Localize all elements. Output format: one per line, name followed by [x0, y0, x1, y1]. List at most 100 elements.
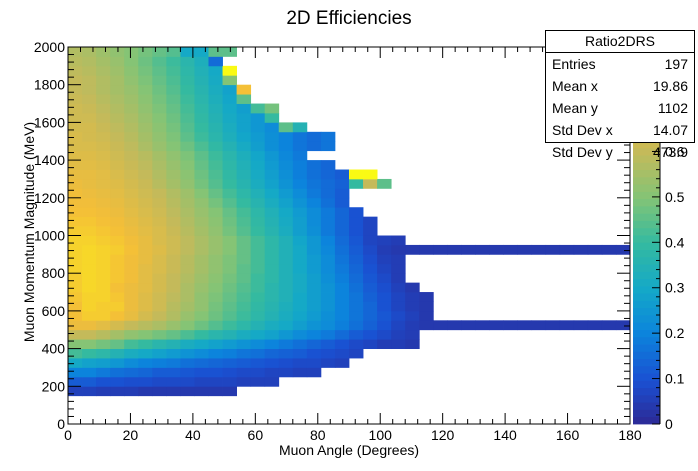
heatmap-cell — [82, 329, 97, 340]
heatmap-cell — [152, 329, 167, 340]
colorbar-tick-label: 0.2 — [665, 325, 685, 341]
heatmap-cell — [82, 263, 97, 274]
heatmap-cell — [166, 141, 181, 152]
heatmap-cell — [405, 244, 420, 255]
heatmap-cell — [110, 292, 125, 302]
colorbar-band — [633, 300, 660, 309]
heatmap-cell — [124, 150, 139, 161]
heatmap-cell — [222, 178, 237, 189]
heatmap-cell — [152, 282, 167, 293]
heatmap-cell — [559, 244, 575, 255]
heatmap-cell — [349, 348, 364, 359]
heatmap-cell — [236, 178, 252, 189]
heatmap-cell — [349, 244, 364, 255]
heatmap-cell — [166, 56, 181, 67]
heatmap-cell — [278, 244, 294, 255]
heatmap-cell — [110, 273, 125, 284]
heatmap-cell — [320, 329, 336, 340]
heatmap-cell — [166, 367, 181, 378]
heatmap-cell — [194, 376, 209, 387]
heatmap-cell — [82, 320, 97, 331]
heatmap-cell — [222, 169, 237, 180]
heatmap-cell — [615, 320, 631, 331]
heatmap-cell — [306, 235, 322, 246]
heatmap-cell — [334, 254, 350, 265]
heatmap-cell — [68, 235, 83, 246]
heatmap-cell — [110, 169, 125, 180]
heatmap-cell — [320, 169, 336, 180]
heatmap-cell — [124, 188, 139, 199]
heatmap-cell — [222, 75, 237, 86]
heatmap-cell — [194, 112, 209, 123]
heatmap-cell — [334, 282, 350, 293]
heatmap-cell — [110, 226, 125, 236]
heatmap-cell — [96, 65, 111, 76]
heatmap-cell — [236, 197, 252, 208]
heatmap-cell — [152, 150, 167, 161]
heatmap-cell — [138, 197, 153, 208]
colorbar-band — [633, 351, 660, 359]
colorbar-band — [633, 213, 660, 221]
heatmap-cell — [68, 367, 83, 378]
heatmap-cell — [124, 141, 139, 152]
heatmap-cell — [124, 282, 139, 293]
heatmap-cell — [124, 160, 139, 170]
heatmap-cell — [152, 216, 167, 227]
heatmap-cell — [180, 94, 195, 104]
heatmap-cell — [82, 367, 97, 378]
heatmap-cell — [152, 358, 167, 368]
heatmap-cell — [194, 131, 209, 142]
heatmap-cell — [124, 301, 139, 312]
heatmap-cell — [320, 207, 336, 218]
heatmap-cell — [334, 329, 350, 340]
heatmap-cell — [208, 131, 223, 142]
heatmap-cell — [68, 84, 83, 95]
heatmap-cell — [82, 254, 97, 265]
heatmap-cell — [292, 122, 308, 133]
heatmap-cell — [110, 320, 125, 331]
heatmap-cell — [124, 292, 139, 302]
heatmap-cell — [320, 292, 336, 302]
heatmap-cell — [124, 197, 139, 208]
heatmap-cell — [166, 197, 181, 208]
heatmap-cell — [208, 94, 223, 104]
heatmap-cell — [96, 235, 111, 246]
heatmap-cell — [138, 282, 153, 293]
heatmap-cell — [334, 235, 350, 246]
heatmap-cell — [110, 216, 125, 227]
chart-title: 2D Efficiencies — [286, 8, 411, 29]
heatmap-cell — [377, 178, 392, 189]
heatmap-cell — [96, 178, 111, 189]
heatmap-cell — [166, 160, 181, 170]
heatmap-cell — [138, 376, 153, 387]
heatmap-cell — [292, 263, 308, 274]
heatmap-cell — [194, 103, 209, 114]
heatmap-cell — [306, 358, 322, 368]
heatmap-cell — [250, 310, 266, 321]
heatmap-cell — [166, 216, 181, 227]
heatmap-cell — [264, 310, 280, 321]
heatmap-cell — [180, 244, 195, 255]
colorbar-band — [633, 191, 660, 200]
heatmap-cell — [264, 282, 280, 293]
heatmap-cell — [152, 65, 167, 76]
heatmap-cell — [194, 141, 209, 152]
heatmap-cell — [138, 244, 153, 255]
heatmap-cell — [180, 226, 195, 236]
heatmap-cell — [124, 348, 139, 359]
heatmap-cell — [334, 263, 350, 274]
heatmap-cell — [180, 178, 195, 189]
heatmap-cell — [208, 207, 223, 218]
heatmap-cell — [124, 367, 139, 378]
heatmap-cell — [363, 178, 378, 189]
heatmap-cell — [377, 329, 392, 340]
stats-row-std-dev-x: Std Dev x 14.07 — [552, 122, 688, 138]
heatmap-cell — [138, 348, 153, 359]
y-tick-label: 0 — [57, 416, 65, 432]
heatmap-cell — [166, 301, 181, 312]
heatmap-cell — [250, 244, 266, 255]
heatmap-cell — [124, 112, 139, 123]
heatmap-cell — [306, 273, 322, 284]
heatmap-cell — [96, 273, 111, 284]
